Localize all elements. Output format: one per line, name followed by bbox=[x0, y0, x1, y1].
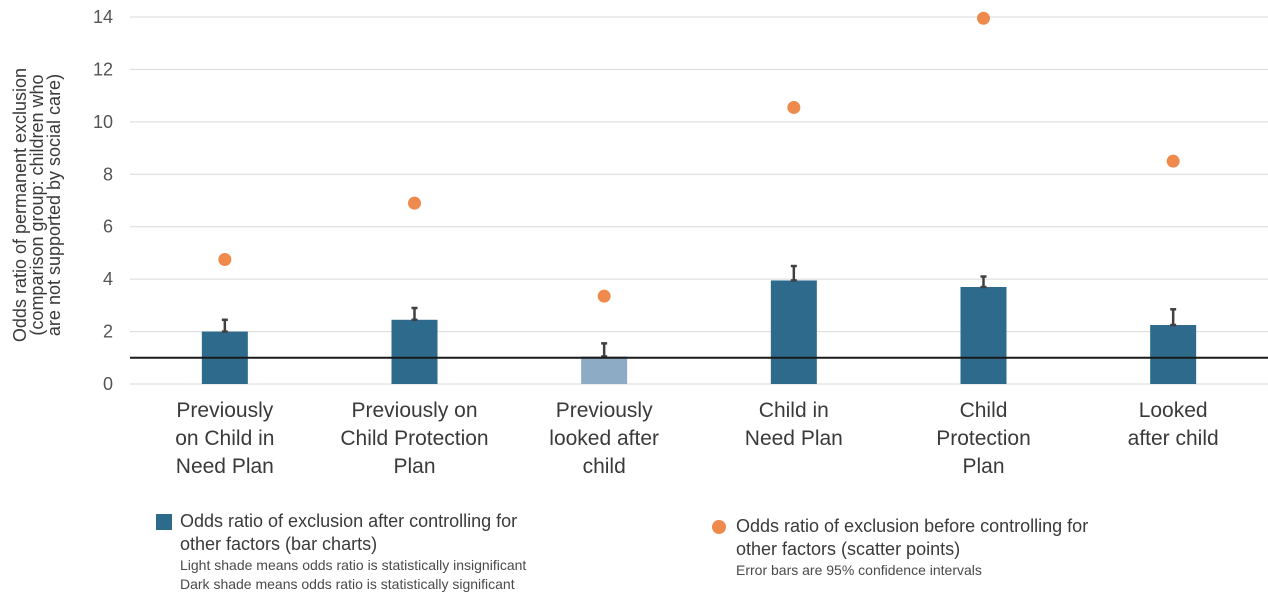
legend-bar-label: Odds ratio of exclusion after controllin… bbox=[180, 511, 518, 554]
legend-bars: Odds ratio of exclusion after controllin… bbox=[156, 510, 600, 594]
bar bbox=[581, 356, 628, 384]
category-label: looked after bbox=[549, 427, 659, 450]
y-axis-label-line: (comparison group: children who bbox=[27, 74, 47, 335]
scatter-point bbox=[787, 100, 801, 114]
category-label: Child in bbox=[759, 399, 829, 422]
legend-note-dark: Dark shade means odds ratio is statistic… bbox=[180, 576, 515, 592]
category-label: Previously bbox=[176, 399, 273, 422]
bar bbox=[960, 287, 1007, 384]
category-label: Plan bbox=[962, 455, 1004, 478]
category-label: Need Plan bbox=[745, 427, 843, 450]
gridlines bbox=[130, 16, 1268, 385]
y-axis-label-line: are not supported by social care) bbox=[44, 74, 64, 336]
y-tick-label: 0 bbox=[103, 374, 113, 394]
legend-scatter-label: Odds ratio of exclusion before controlli… bbox=[736, 516, 1089, 559]
bars bbox=[201, 280, 1197, 384]
category-label: Child bbox=[960, 399, 1008, 422]
y-tick-label: 12 bbox=[93, 59, 113, 79]
scatter-points bbox=[218, 11, 1180, 303]
y-tick-label: 6 bbox=[103, 217, 113, 237]
error-bar bbox=[1170, 308, 1177, 327]
legend-bar-swatch bbox=[156, 514, 172, 530]
category-label: Need Plan bbox=[176, 455, 274, 478]
error-bars bbox=[221, 264, 1177, 358]
scatter-point bbox=[1166, 154, 1180, 168]
error-bar bbox=[601, 342, 608, 358]
category-label: Protection bbox=[936, 427, 1031, 450]
category-label: Plan bbox=[393, 455, 435, 478]
error-bar bbox=[221, 318, 228, 333]
category-labels: Previously on Child in Need Plan Previously… bbox=[175, 399, 1218, 478]
y-tick-label: 8 bbox=[103, 164, 113, 184]
legend-note-light: Light shade means odds ratio is statisti… bbox=[180, 557, 527, 573]
error-bar bbox=[411, 306, 418, 322]
category-label: Looked bbox=[1139, 399, 1208, 422]
y-tick-label: 10 bbox=[93, 112, 113, 132]
scatter-point bbox=[597, 289, 611, 303]
category-label: Previously bbox=[556, 399, 653, 422]
category-label: Child Protection bbox=[340, 427, 488, 450]
category-label: after child bbox=[1128, 427, 1219, 450]
legend-note-error-bars: Error bars are 95% confidence intervals bbox=[736, 562, 982, 578]
bar bbox=[391, 319, 438, 384]
bar bbox=[770, 280, 817, 384]
y-tick-label: 14 bbox=[93, 7, 113, 27]
chart: 0 2 4 6 8 10 12 14 Previously on Child in Need Pl… bbox=[10, 7, 1268, 478]
legend-scatter: Odds ratio of exclusion before controlli… bbox=[712, 515, 1156, 580]
y-tick-label: 4 bbox=[103, 269, 113, 289]
error-bar bbox=[980, 275, 987, 289]
y-tick-labels: 0 2 4 6 8 10 12 14 bbox=[93, 7, 113, 394]
legend-dot-swatch bbox=[712, 520, 726, 534]
category-label: Previously on bbox=[351, 399, 477, 422]
bar bbox=[1150, 325, 1197, 384]
scatter-point bbox=[218, 252, 232, 266]
y-axis-label: Odds ratio of permanent exclusion(compar… bbox=[10, 68, 64, 342]
scatter-point bbox=[977, 11, 990, 25]
scatter-point bbox=[408, 196, 421, 210]
error-bar bbox=[790, 264, 797, 282]
category-label: child bbox=[583, 455, 626, 478]
y-tick-label: 2 bbox=[103, 322, 113, 342]
y-axis-label-line: Odds ratio of permanent exclusion bbox=[10, 68, 30, 342]
category-label: on Child in bbox=[175, 427, 274, 450]
